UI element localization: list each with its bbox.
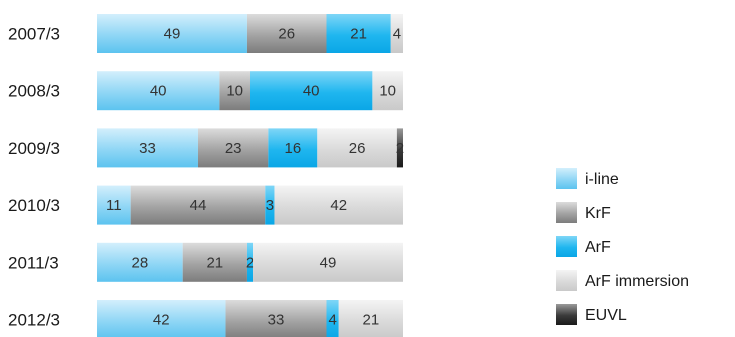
bar-segment-krf (197, 128, 269, 168)
value-label: 23 (225, 140, 242, 157)
legend-swatch (556, 270, 577, 291)
bar-segment-arf-immersion (317, 128, 397, 168)
value-label: 4 (393, 26, 401, 43)
value-label: 16 (284, 140, 301, 157)
bar-row-2007-3: 2007/3 49 26 21 4 (8, 14, 403, 53)
value-label: 10 (379, 83, 396, 100)
value-label: 3 (266, 197, 274, 214)
value-label: 28 (131, 254, 148, 271)
category-label: 2007/3 (8, 25, 60, 44)
bar-segment-arf-immersion (372, 71, 403, 111)
bar-segment-euvl (396, 128, 403, 168)
bar-row-2012-3: 2012/3 42 33 4 21 (8, 300, 403, 337)
bar-row-2011-3: 2011/3 28 21 2 49 (8, 242, 403, 282)
bar-segment-arf (246, 242, 254, 282)
category-label: 2008/3 (8, 82, 60, 101)
value-label: 10 (226, 83, 243, 100)
bar-segment-i-line (97, 185, 131, 225)
category-label: 2011/3 (8, 253, 59, 272)
legend-label: ArF (585, 239, 611, 256)
bar-segment-arf-immersion (338, 300, 403, 337)
legend-item-euvl: EUVL (556, 304, 627, 325)
legend-item-krf: KrF (556, 202, 611, 223)
value-label: 49 (320, 254, 337, 271)
value-label: 40 (303, 83, 320, 100)
bar-segment-arf-immersion (274, 185, 403, 225)
value-label: 11 (106, 197, 122, 214)
bar-segment-arf (268, 128, 318, 168)
value-label: 42 (153, 312, 170, 329)
legend-label: KrF (585, 205, 611, 222)
value-label: 44 (190, 197, 207, 214)
legend-swatch (556, 168, 577, 189)
value-label: 4 (328, 312, 336, 329)
bar-segment-i-line (97, 71, 220, 111)
value-label: 33 (139, 140, 156, 157)
legend-label: i-line (585, 171, 619, 188)
value-label: 21 (206, 254, 223, 271)
bar-segment-arf (265, 185, 275, 225)
value-label: 2 (246, 254, 254, 271)
bar-segment-arf-immersion (253, 242, 403, 282)
value-label: 21 (363, 312, 380, 329)
category-label: 2012/3 (8, 311, 60, 330)
value-label: 2 (396, 140, 404, 157)
bar-segment-arf (326, 300, 339, 337)
bar-segment-i-line (97, 128, 198, 168)
bar-segment-arf (326, 14, 391, 53)
bar-segment-krf (130, 185, 266, 225)
bar-row-2010-3: 2010/3 11 44 3 42 (8, 185, 403, 225)
legend-label: EUVL (585, 307, 627, 324)
bar-segment-krf (246, 14, 327, 53)
bar-segment-i-line (97, 14, 247, 53)
value-label: 26 (278, 26, 295, 43)
bar-row-2008-3: 2008/3 40 10 40 10 (8, 71, 403, 111)
legend-item-arf-immersion: ArF immersion (556, 270, 689, 291)
value-label: 33 (268, 312, 285, 329)
legend: i-line KrF ArF ArF immersion EUVL (556, 168, 689, 325)
bar-segment-i-line (97, 300, 226, 337)
legend-swatch (556, 304, 577, 325)
value-label: 21 (350, 26, 367, 43)
legend-item-arf: ArF (556, 236, 611, 257)
category-label: 2009/3 (8, 139, 60, 158)
bar-segment-krf (219, 71, 250, 111)
bar-segment-arf-immersion (390, 14, 403, 53)
value-label: 42 (330, 197, 347, 214)
legend-label: ArF immersion (585, 273, 689, 290)
bar-segment-krf (182, 242, 247, 282)
bar-row-2009-3: 2009/3 33 23 16 26 2 (8, 128, 404, 168)
value-label: 40 (150, 83, 167, 100)
value-label: 49 (164, 26, 181, 43)
bar-segment-arf (250, 71, 373, 111)
legend-item-i-line: i-line (556, 168, 619, 189)
bar-segment-krf (225, 300, 327, 337)
legend-swatch (556, 202, 577, 223)
legend-swatch (556, 236, 577, 257)
value-label: 26 (349, 140, 366, 157)
bar-segment-i-line (97, 242, 183, 282)
category-label: 2010/3 (8, 196, 60, 215)
